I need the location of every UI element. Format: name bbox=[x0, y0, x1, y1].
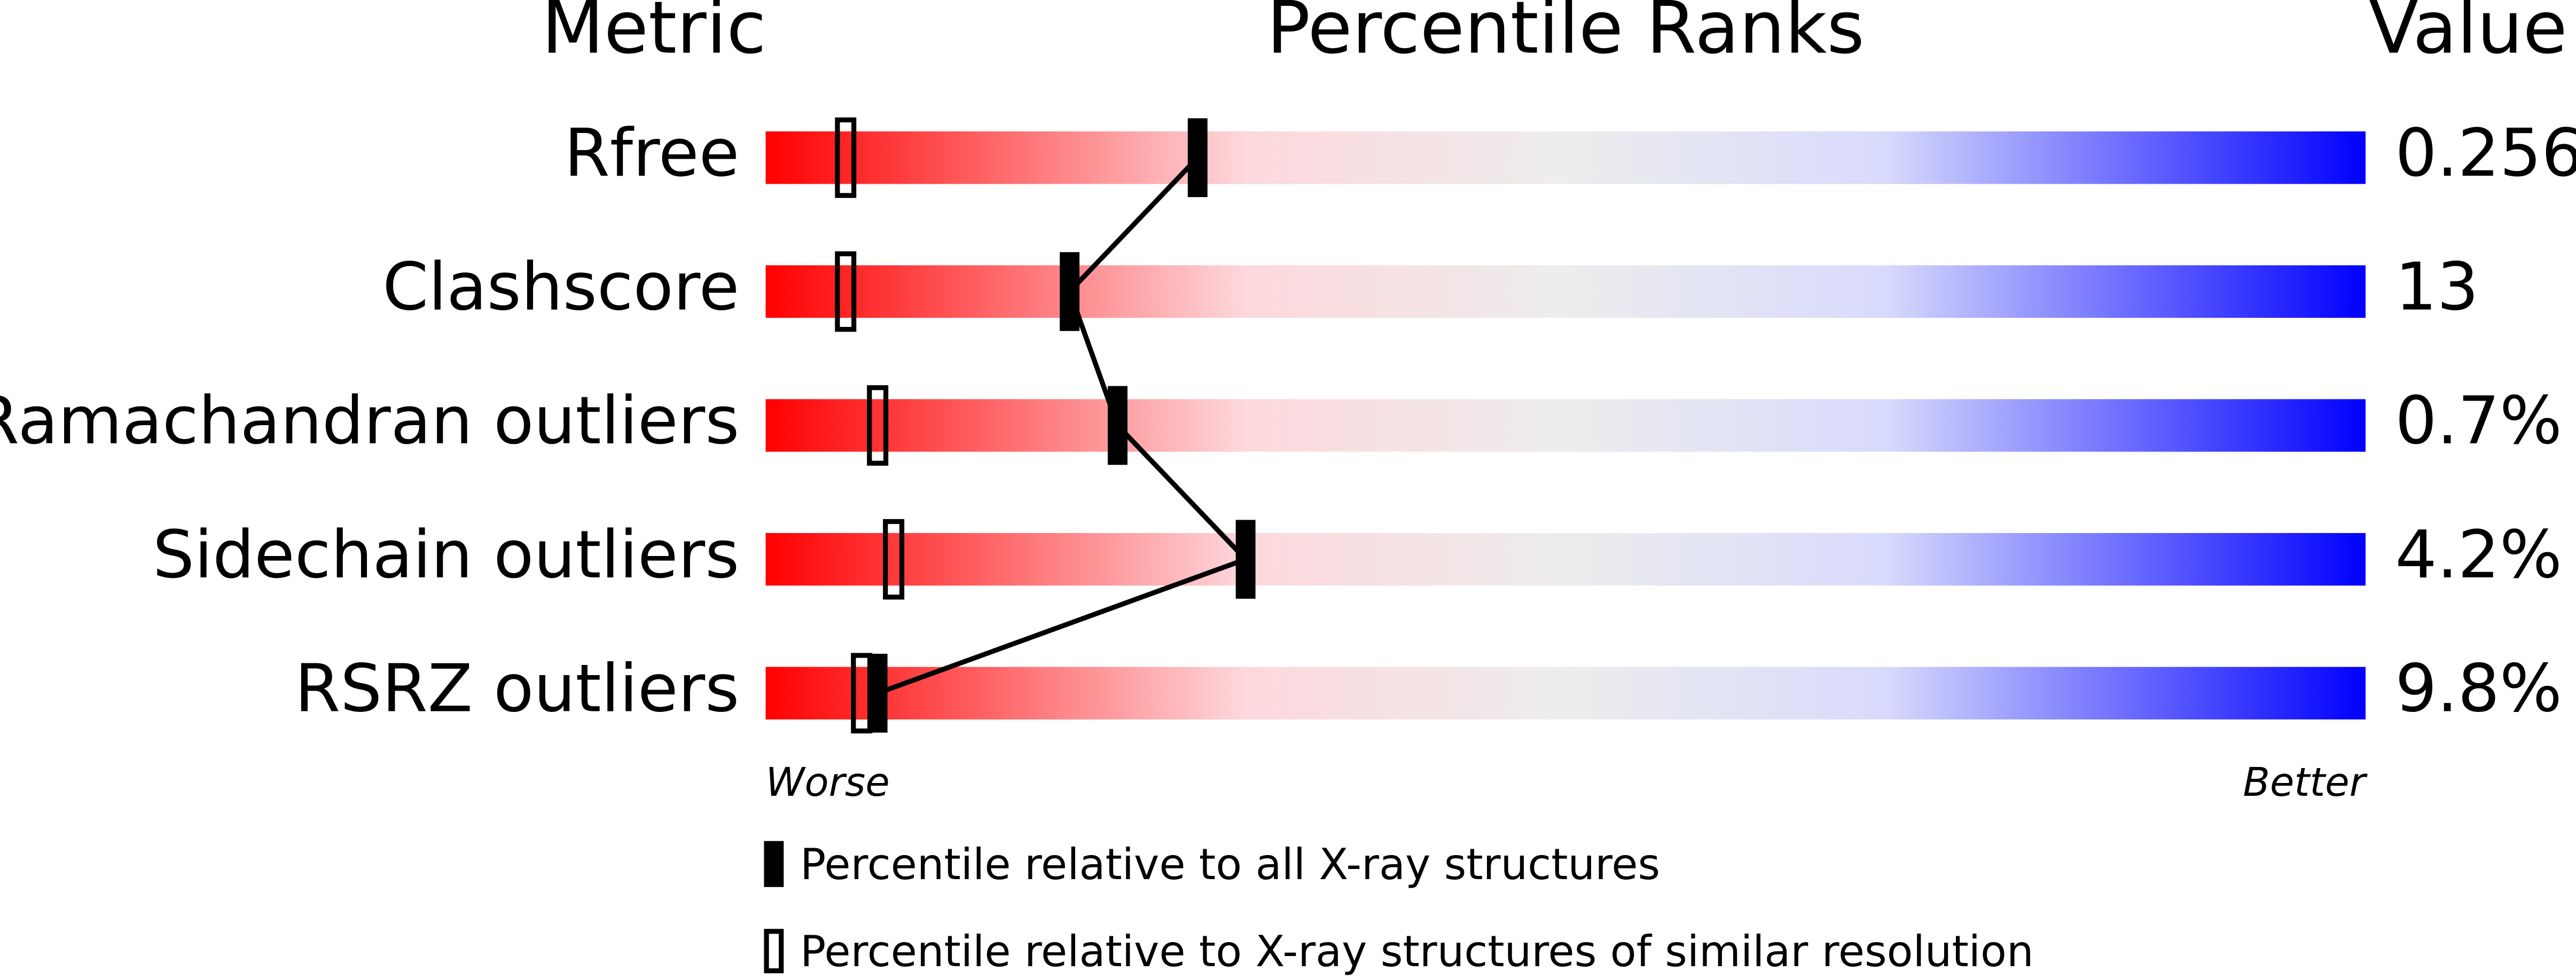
metric-label: Sidechain outliers bbox=[153, 517, 739, 593]
metric-value: 4.2% bbox=[2395, 517, 2562, 593]
metric-label: Rfree bbox=[564, 115, 739, 192]
percentile-bar bbox=[765, 667, 2366, 720]
metric-value: 0.256 bbox=[2395, 115, 2576, 192]
percentile-marker-open bbox=[835, 117, 857, 198]
column-header: Value bbox=[2369, 0, 2567, 70]
metric-label: Clashscore bbox=[382, 249, 739, 326]
percentile-marker-open bbox=[867, 385, 889, 466]
metric-label: Ramachandran outliers bbox=[0, 383, 739, 459]
percentile-bar bbox=[765, 265, 2366, 318]
percentile-marker bbox=[1060, 252, 1080, 331]
legend-label: Percentile relative to all X-ray structu… bbox=[800, 840, 1660, 889]
metric-value: 13 bbox=[2395, 249, 2479, 326]
percentile-bar bbox=[765, 399, 2366, 452]
column-header: Percentile Ranks bbox=[1267, 0, 1865, 70]
metric-value: 0.7% bbox=[2395, 383, 2562, 459]
metric-value: 9.8% bbox=[2395, 651, 2562, 727]
legend-swatch bbox=[764, 841, 784, 887]
column-header: Metric bbox=[542, 0, 766, 70]
percentile-bar bbox=[765, 131, 2366, 184]
percentile-marker bbox=[1235, 520, 1256, 599]
metric-label: RSRZ outliers bbox=[295, 651, 740, 727]
percentile-bar bbox=[765, 533, 2366, 586]
legend-label: Percentile relative to X-ray structures … bbox=[800, 927, 2034, 976]
percentile-marker bbox=[1187, 118, 1208, 198]
percentile-marker-open bbox=[835, 251, 857, 332]
legend-swatch bbox=[764, 929, 784, 974]
x-axis-label: Worse bbox=[765, 759, 889, 805]
x-axis-label: Better bbox=[2243, 759, 2368, 805]
percentile-marker bbox=[867, 654, 888, 733]
percentile-marker-open bbox=[883, 519, 905, 600]
percentile-marker bbox=[1108, 386, 1128, 465]
